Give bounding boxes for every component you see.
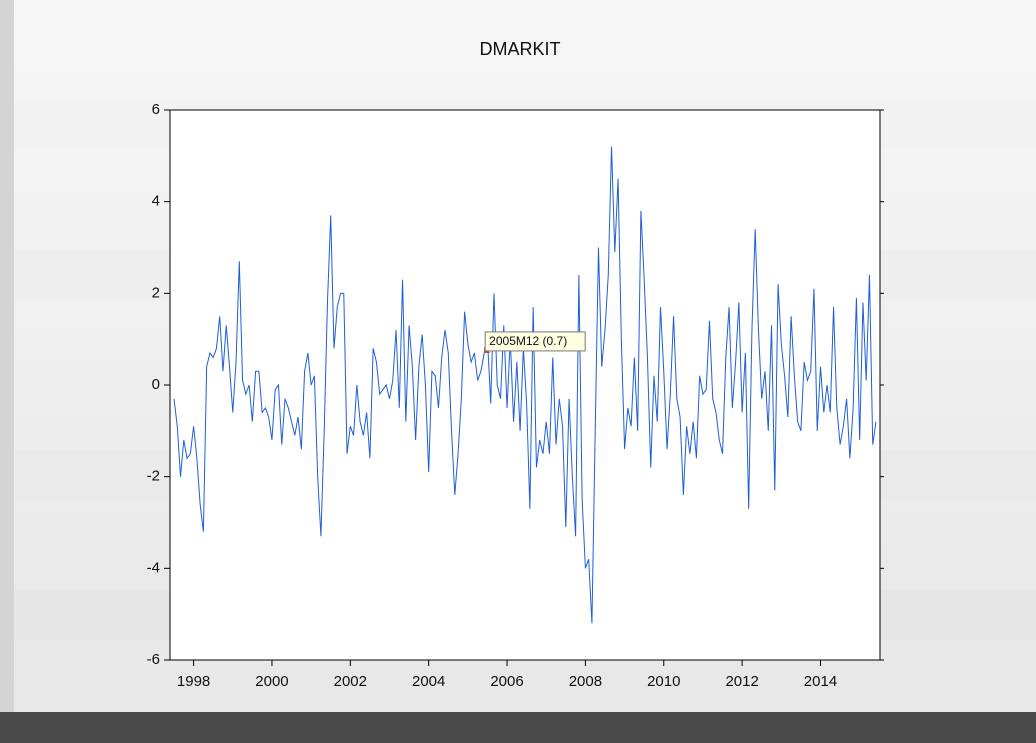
- y-tick-label: 2: [152, 284, 160, 301]
- tooltip-box: [484, 331, 586, 352]
- x-tick-label: 2012: [725, 673, 758, 690]
- x-tick-label: 2000: [255, 673, 288, 690]
- x-tick-label: 2004: [412, 673, 445, 690]
- plot-layer: -6 -4 -2 0 2 4 6 1998 2000 2002 2004 2006 2008 2010 20…: [147, 101, 884, 690]
- status-bar: [0, 712, 1036, 743]
- x-tick-label: 2008: [569, 673, 602, 690]
- left-edge: [0, 0, 14, 743]
- y-tick-label: -6: [147, 651, 160, 668]
- y-tick-label: -2: [147, 468, 160, 485]
- x-tick-label: 2010: [647, 673, 680, 690]
- x-tick-label: 1998: [177, 673, 210, 690]
- x-tick-label: 2006: [490, 673, 523, 690]
- plot-area: [169, 109, 881, 661]
- data-line: [173, 146, 877, 624]
- tooltip-text: 2005M12 (0.7): [489, 334, 567, 348]
- y-tick-label: 6: [152, 101, 160, 118]
- y-tick-label: 0: [152, 376, 160, 393]
- x-tick-label: 2002: [334, 673, 367, 690]
- y-tick-label: -4: [147, 559, 160, 576]
- chart-title: DMARKIT: [480, 39, 561, 59]
- y-tick-label: 4: [152, 193, 160, 210]
- x-tick-label: 2014: [804, 673, 837, 690]
